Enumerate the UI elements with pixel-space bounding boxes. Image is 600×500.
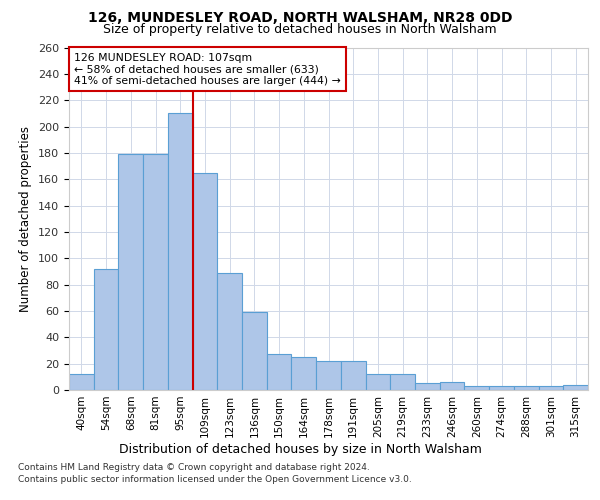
Bar (316, 361, 341, 390)
Y-axis label: Number of detached properties: Number of detached properties (19, 126, 32, 312)
Bar (168, 114, 193, 390)
Bar (415, 384, 440, 390)
Text: Contains HM Land Registry data © Crown copyright and database right 2024.: Contains HM Land Registry data © Crown c… (18, 464, 370, 472)
Bar (365, 374, 390, 390)
Bar (94, 269, 118, 390)
Bar (143, 154, 168, 390)
Bar (193, 172, 217, 390)
Text: 126 MUNDESLEY ROAD: 107sqm
← 58% of detached houses are smaller (633)
41% of sem: 126 MUNDESLEY ROAD: 107sqm ← 58% of deta… (74, 52, 341, 86)
Text: Distribution of detached houses by size in North Walsham: Distribution of detached houses by size … (119, 442, 481, 456)
Bar (464, 386, 489, 390)
Bar (440, 382, 464, 390)
Bar (118, 154, 143, 390)
Bar (217, 273, 242, 390)
Text: 126, MUNDESLEY ROAD, NORTH WALSHAM, NR28 0DD: 126, MUNDESLEY ROAD, NORTH WALSHAM, NR28… (88, 12, 512, 26)
Bar (292, 357, 316, 390)
Bar (563, 384, 588, 390)
Bar (390, 374, 415, 390)
Bar (69, 374, 94, 390)
Bar (539, 386, 563, 390)
Bar (514, 386, 539, 390)
Text: Size of property relative to detached houses in North Walsham: Size of property relative to detached ho… (103, 22, 497, 36)
Bar (267, 354, 292, 390)
Bar (242, 312, 267, 390)
Bar (341, 361, 365, 390)
Text: Contains public sector information licensed under the Open Government Licence v3: Contains public sector information licen… (18, 475, 412, 484)
Bar (489, 386, 514, 390)
